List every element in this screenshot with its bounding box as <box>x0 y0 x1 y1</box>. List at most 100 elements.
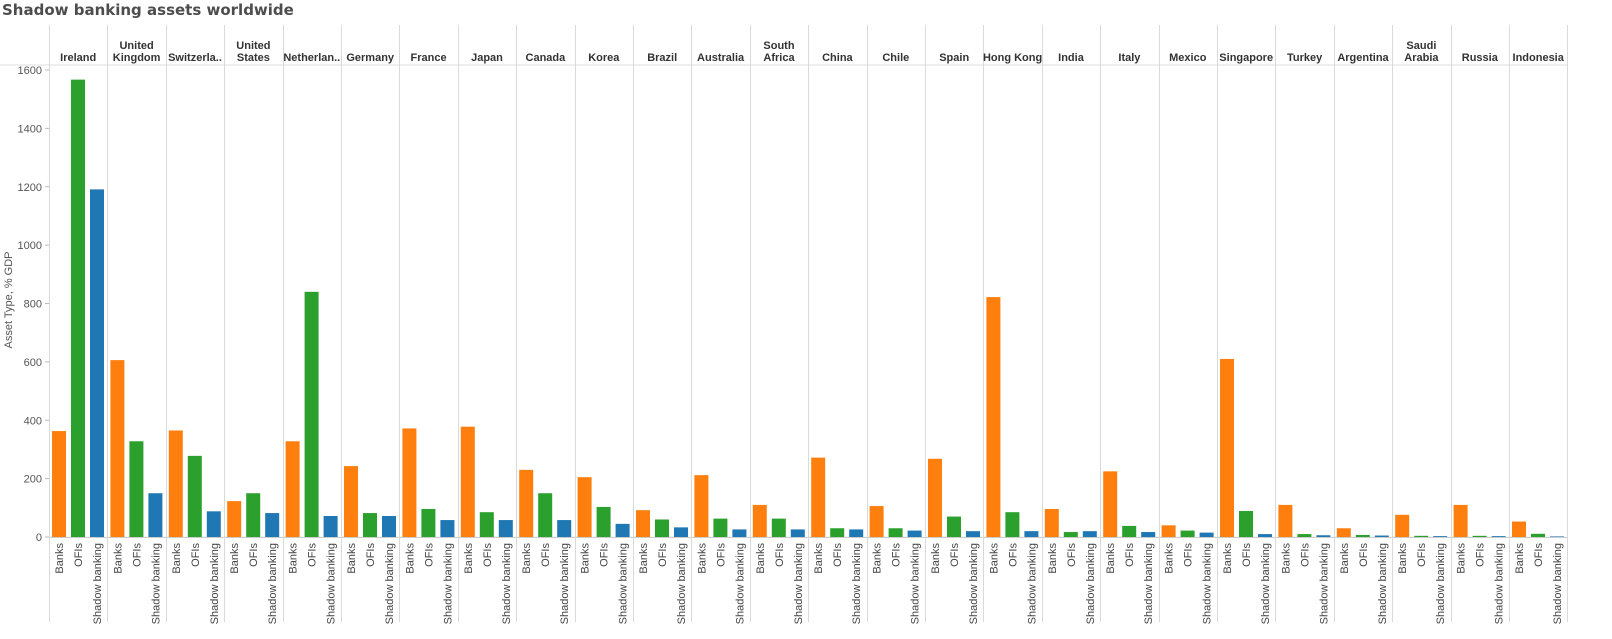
bar-shadow-banking <box>440 520 455 537</box>
country-header: Singapore <box>1219 52 1273 64</box>
bar-shadow-banking <box>323 515 338 537</box>
country-header: South <box>763 40 794 52</box>
category-label: OFIs <box>1475 543 1487 567</box>
category-label: Banks <box>1339 543 1351 574</box>
bar-banks <box>694 475 709 537</box>
category-label: Banks <box>54 543 66 574</box>
category-label: Shadow banking <box>1435 543 1447 624</box>
category-label: Banks <box>930 543 942 574</box>
bar-ofis <box>246 493 261 537</box>
category-label: Shadow banking <box>1494 543 1506 624</box>
category-label: OFIs <box>1124 543 1136 567</box>
bar-banks <box>285 441 300 537</box>
category-label: OFIs <box>423 543 435 567</box>
bar-shadow-banking <box>790 529 805 537</box>
category-label: Shadow banking <box>734 543 746 624</box>
category-label: Banks <box>638 543 650 574</box>
category-labels: Banks OFIs Shadow banking Banks OFIs Shadow b… <box>54 543 1564 625</box>
bar-shadow-banking <box>1258 534 1272 537</box>
bar-ofis <box>1005 512 1020 537</box>
category-label: OFIs <box>657 543 669 567</box>
country-header: Korea <box>588 52 620 64</box>
bar-shadow-banking <box>206 511 221 537</box>
category-label: Shadow banking <box>92 543 104 624</box>
country-header: India <box>1058 52 1085 64</box>
category-label: OFIs <box>1416 543 1428 567</box>
country-header: Argentina <box>1337 52 1389 64</box>
bar-shadow-banking <box>148 493 163 537</box>
category-label: Shadow banking <box>267 543 279 624</box>
bar-banks <box>519 469 534 537</box>
category-label: Shadow banking <box>676 543 688 624</box>
bar-banks <box>1161 525 1176 537</box>
category-label: Shadow banking <box>1202 543 1214 624</box>
bar-shadow-banking <box>1433 536 1448 537</box>
bar-ofis <box>1063 532 1078 537</box>
bar-ofis <box>655 519 669 537</box>
category-label: OFIs <box>715 543 727 567</box>
bar-banks <box>168 430 183 537</box>
bar-banks <box>928 458 942 537</box>
bar-ofis <box>71 79 85 538</box>
category-label: Banks <box>872 543 884 574</box>
bar-banks <box>986 297 1001 537</box>
bar-shadow-banking <box>849 529 864 537</box>
category-label: OFIs <box>365 543 377 567</box>
bar-banks <box>1336 528 1351 537</box>
category-label: Banks <box>1222 543 1234 574</box>
bar-ofis <box>363 513 377 537</box>
category-label: Shadow banking <box>1085 543 1097 624</box>
bar-shadow-banking <box>615 523 630 537</box>
bar-ofis <box>1472 535 1487 537</box>
category-label: OFIs <box>73 543 85 567</box>
bar-ofis <box>1355 534 1370 537</box>
category-label: OFIs <box>1241 543 1253 567</box>
category-label: OFIs <box>1183 543 1195 567</box>
category-label: Banks <box>580 543 592 574</box>
category-label: OFIs <box>1007 543 1019 567</box>
bar-ofis <box>1239 511 1253 537</box>
country-header: Netherlan.. <box>283 52 340 64</box>
category-label: Banks <box>1397 543 1409 574</box>
bar-ofis <box>1180 530 1195 537</box>
category-label: Banks <box>1164 543 1176 574</box>
bar-shadow-banking <box>907 530 922 537</box>
country-header: Turkey <box>1287 52 1323 64</box>
bar-banks <box>1220 358 1234 537</box>
bar-shadow-banking <box>966 531 980 537</box>
category-label: OFIs <box>774 543 786 567</box>
bars <box>52 79 1564 538</box>
bar-banks <box>1453 504 1468 537</box>
bar-shadow-banking <box>1024 531 1039 537</box>
bar-ofis <box>421 508 436 537</box>
category-label: Banks <box>171 543 183 574</box>
country-header: Saudi <box>1406 40 1436 52</box>
category-label: OFIs <box>131 543 143 567</box>
country-header: Germany <box>346 52 395 64</box>
bar-shadow-banking <box>1082 531 1097 537</box>
category-label: Shadow banking <box>851 543 863 624</box>
country-header: Brazil <box>647 52 677 64</box>
category-label: OFIs <box>540 543 552 567</box>
bar-ofis <box>771 518 786 537</box>
bar-banks <box>52 431 66 537</box>
bar-shadow-banking <box>265 513 280 537</box>
bar-ofis <box>888 528 903 537</box>
bar-banks <box>1512 521 1526 537</box>
y-tick-label: 600 <box>24 357 42 369</box>
category-label: Shadow banking <box>442 543 454 624</box>
country-header: Spain <box>939 52 969 64</box>
bar-banks <box>811 457 826 537</box>
category-label: Banks <box>696 543 708 574</box>
y-tick-label: 1200 <box>18 182 42 194</box>
category-label: Banks <box>1105 543 1117 574</box>
category-label: Banks <box>1456 543 1468 574</box>
category-label: Banks <box>463 543 475 574</box>
y-tick-label: 0 <box>36 532 42 544</box>
y-axis-title: Asset Type, % GDP <box>3 251 15 348</box>
category-label: Shadow banking <box>793 543 805 624</box>
category-label: OFIs <box>599 543 611 567</box>
bar-shadow-banking <box>1550 536 1564 537</box>
category-label: OFIs <box>248 543 260 567</box>
bar-banks <box>110 360 125 537</box>
